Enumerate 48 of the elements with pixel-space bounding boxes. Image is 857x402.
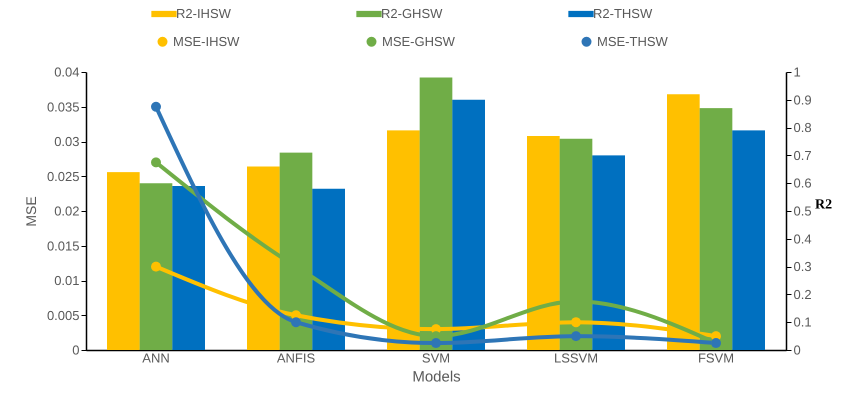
y2-tick-label: 0.5 <box>794 204 812 218</box>
point <box>571 317 581 328</box>
x-tick-label: ANN <box>142 350 170 366</box>
x-tick-label: FSVM <box>698 350 734 366</box>
y-tick-label: 0.015 <box>46 238 80 254</box>
x-axis-title: Models <box>412 368 461 386</box>
y-tick-label: 0.02 <box>54 204 80 218</box>
legend-label: R2-THSW <box>593 6 653 21</box>
y2-tick-label: 0.8 <box>794 120 812 136</box>
y2-tick-label: 0.6 <box>794 176 812 191</box>
bar <box>312 188 345 350</box>
point <box>151 157 161 168</box>
point <box>151 262 161 272</box>
y2-tick-label: 0.7 <box>794 148 812 163</box>
y-tick-label: 0.005 <box>46 308 80 323</box>
point <box>291 317 301 328</box>
y2-tick-label: 0.3 <box>794 259 812 274</box>
y-tick-label: 0.025 <box>46 168 80 184</box>
bar <box>107 172 140 350</box>
point <box>431 338 441 348</box>
point <box>151 102 161 112</box>
y2-tick-label: 0.9 <box>794 92 812 108</box>
x-tick-label: SVM <box>422 350 450 366</box>
x-tick-label: LSSVM <box>554 350 598 366</box>
y2-axis-title: R2 <box>815 198 832 212</box>
x-tick-label: ANFIS <box>276 350 316 366</box>
y-tick-label: 0.01 <box>54 273 80 288</box>
y2-tick-label: 0 <box>794 342 801 358</box>
bar <box>592 155 625 350</box>
legend-label: MSE-THSW <box>597 34 668 49</box>
point <box>571 331 581 342</box>
y-tick-label: 0.03 <box>54 134 80 149</box>
legend-label: R2-GHSW <box>381 6 444 21</box>
y-tick-label: 0.04 <box>54 64 80 80</box>
y-axis-title: MSE <box>22 196 39 227</box>
legend-label: MSE-GHSW <box>382 34 456 49</box>
y2-tick-label: 1 <box>794 64 801 80</box>
bar <box>172 186 205 350</box>
bar <box>452 100 485 350</box>
legend-label: MSE-IHSW <box>173 34 240 49</box>
bar <box>140 183 172 350</box>
y-tick-label: 0 <box>72 342 80 358</box>
bar <box>732 130 765 350</box>
y2-tick-label: 0.1 <box>794 314 812 330</box>
y2-tick-label: 0.4 <box>794 231 812 246</box>
y2-tick-label: 0.2 <box>794 286 812 302</box>
legend-label: R2-IHSW <box>176 6 232 21</box>
y-tick-label: 0.035 <box>46 99 80 114</box>
